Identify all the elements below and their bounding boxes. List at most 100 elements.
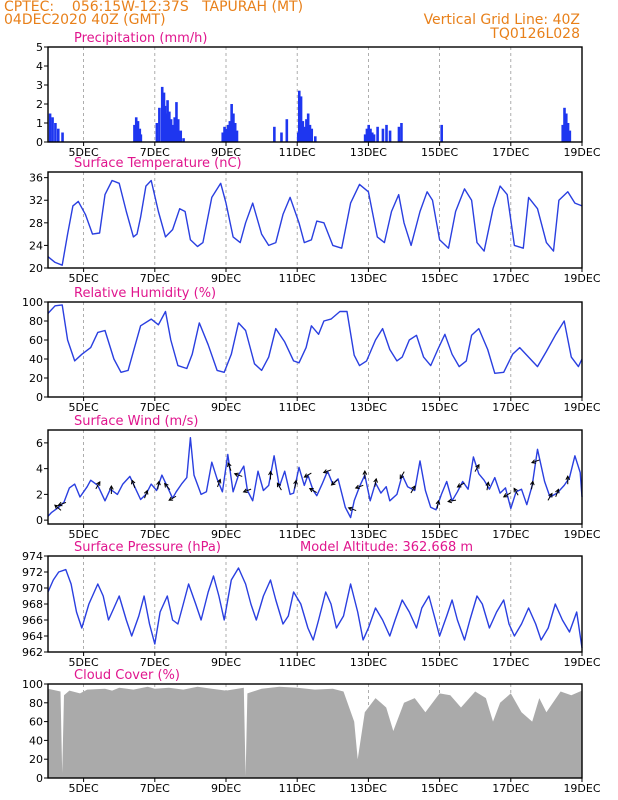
y-tick-label: 0	[36, 391, 43, 404]
panel-title: Cloud Cover (%)	[74, 668, 180, 683]
wind-arrow-shaft	[486, 482, 489, 491]
precip-bar	[397, 126, 401, 142]
y-tick-label: 3	[36, 79, 43, 92]
precip-bar	[163, 105, 167, 142]
wind-arrow-head	[96, 481, 101, 486]
precip-bar	[566, 123, 570, 142]
wind-arrow-shaft	[217, 479, 221, 488]
wind-arrow-head	[156, 480, 161, 486]
wind-arrow-head	[456, 483, 462, 488]
temp-line	[47, 179, 583, 266]
wind-arrow-head	[130, 479, 136, 485]
wind-arrow-shaft	[304, 472, 312, 478]
precip-bar	[308, 124, 312, 142]
wind-arrow	[130, 479, 136, 489]
wind-arrow-shaft	[355, 484, 364, 489]
y-tick-label: 4	[36, 463, 43, 476]
wind-line	[47, 437, 583, 519]
x-tick-label: 5DEC	[69, 656, 99, 669]
x-tick-label: 5DEC	[69, 401, 99, 414]
precip-bar	[440, 124, 443, 142]
y-tick-label: 0	[36, 514, 43, 527]
precip-bar	[133, 124, 136, 142]
x-tick-label: 13DEC	[350, 782, 387, 795]
panel-pres	[44, 555, 583, 656]
wind-arrow-head	[502, 493, 508, 498]
x-tick-label: 5DEC	[69, 146, 99, 159]
wind-arrow-shaft	[474, 464, 480, 472]
vertical-grid-note: Vertical Grid Line: 40Z	[423, 12, 580, 28]
x-tick-label: 7DEC	[140, 656, 170, 669]
wind-arrow-head	[293, 479, 298, 485]
wind-arrow-shaft	[374, 478, 377, 487]
x-tick-label: 5DEC	[69, 272, 99, 285]
y-tick-label: 968	[22, 598, 43, 611]
wind-arrow-shaft	[234, 473, 243, 477]
precip-bar	[381, 128, 385, 142]
precip-bar	[299, 96, 303, 142]
precip-bar	[56, 128, 60, 142]
x-tick-label: 17DEC	[492, 401, 529, 414]
panel-cloud	[44, 683, 583, 782]
x-tick-label: 15DEC	[421, 401, 458, 414]
wind-arrow-shaft	[555, 489, 559, 498]
x-tick-label: 13DEC	[350, 401, 387, 414]
wind-arrow-head	[529, 480, 535, 486]
x-tick-label: 9DEC	[211, 782, 241, 795]
wind-arrow-shaft	[513, 488, 519, 496]
wind-arrow	[54, 504, 62, 511]
wind-arrow-head	[233, 472, 239, 478]
wind-arrow-shaft	[547, 493, 553, 501]
precip-bar	[369, 128, 372, 142]
wind-arrow	[399, 471, 405, 480]
precip-bar	[297, 90, 301, 142]
precip-bar	[310, 128, 314, 142]
wind-arrow-shaft	[530, 481, 534, 490]
precip-bar	[280, 132, 283, 142]
precip-bar	[54, 123, 57, 142]
wind-arrow-shaft	[457, 482, 465, 488]
wind-arrow-shaft	[144, 490, 148, 499]
x-tick-label: 19DEC	[563, 528, 600, 541]
wind-arrow-head	[303, 473, 309, 478]
wind-arrow	[156, 480, 161, 490]
wind-arrow	[227, 462, 232, 471]
precip-bar	[568, 130, 572, 142]
y-tick-label: 60	[29, 334, 43, 347]
y-tick-label: 6	[36, 437, 43, 450]
precip-bar	[223, 126, 226, 142]
x-tick-label: 9DEC	[211, 272, 241, 285]
x-tick-label: 11DEC	[279, 401, 316, 414]
wind-arrow-head	[322, 469, 328, 474]
precip-bar	[134, 117, 138, 142]
wind-arrow	[502, 492, 511, 498]
panel-frame	[47, 171, 583, 269]
precip-bar	[385, 124, 388, 142]
x-tick-label: 5DEC	[69, 528, 99, 541]
wind-arrow-shaft	[58, 501, 67, 506]
panel-title: Relative Humidity (%)	[74, 286, 216, 301]
wind-arrow-shaft	[448, 499, 457, 503]
precip-bar	[230, 104, 233, 142]
wind-arrow	[293, 479, 298, 489]
x-tick-label: 17DEC	[492, 146, 529, 159]
wind-arrow-head	[109, 484, 114, 490]
y-tick-label: 100	[22, 296, 43, 309]
wind-arrow	[242, 488, 252, 493]
precip-bar	[370, 132, 374, 142]
wind-arrow	[435, 499, 441, 509]
wind-arrow	[547, 492, 553, 501]
precip-bar	[400, 123, 403, 142]
y-tick-label: 40	[29, 353, 43, 366]
precip-bar	[225, 128, 228, 142]
wind-arrow-shaft	[243, 488, 252, 493]
wind-arrow-shaft	[131, 480, 136, 489]
y-tick-label: 80	[29, 697, 43, 710]
x-tick-label: 19DEC	[563, 272, 600, 285]
wind-arrow-shaft	[95, 481, 101, 490]
x-tick-label: 11DEC	[279, 656, 316, 669]
wind-arrow	[216, 478, 222, 488]
wind-arrow-shaft	[410, 485, 416, 494]
y-tick-label: 20	[29, 262, 43, 275]
wind-arrow-head	[399, 474, 404, 480]
